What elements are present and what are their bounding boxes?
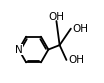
Text: OH: OH <box>48 12 64 22</box>
Text: N: N <box>15 44 23 55</box>
Text: OH: OH <box>68 55 84 65</box>
Text: OH: OH <box>72 24 89 34</box>
